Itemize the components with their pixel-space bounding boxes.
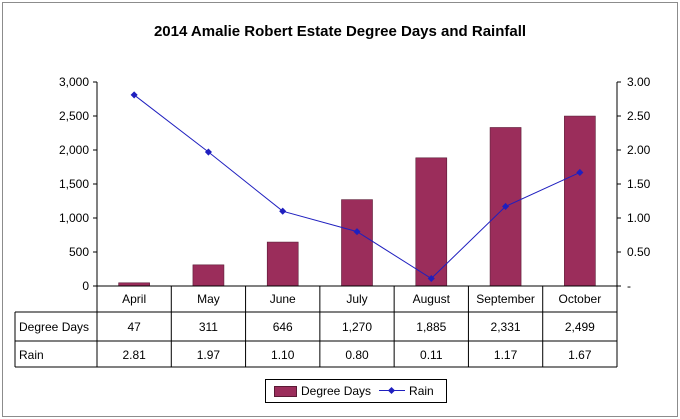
right-tick-label: 1.50 (627, 177, 651, 191)
rain-marker (502, 202, 510, 210)
left-tick-label: 3,000 (59, 75, 89, 89)
category-label: June (270, 292, 296, 306)
legend-label-rain: Rain (409, 384, 434, 398)
right-tick-label: 1.00 (627, 211, 651, 225)
rain-marker (353, 228, 361, 236)
table-cell-rain: 0.11 (420, 348, 443, 362)
category-label: May (197, 292, 220, 306)
rain-marker (279, 207, 287, 215)
category-label: April (122, 292, 146, 306)
left-tick-label: 0 (82, 279, 89, 293)
legend-label-degree-days: Degree Days (301, 384, 372, 398)
rain-marker (427, 274, 435, 283)
rain-marker (576, 168, 584, 176)
left-tick-label: 2,000 (59, 143, 89, 157)
bar-degree-days (564, 115, 596, 287)
category-label: August (413, 292, 451, 306)
table-cell-degree-days: 2,499 (565, 320, 595, 334)
table-row-label-rain: Rain (19, 348, 44, 362)
chart-title: 2014 Amalie Robert Estate Degree Days an… (153, 23, 527, 40)
legend-item-degree-days: Degree Days (274, 384, 371, 398)
left-tick-label: 500 (69, 245, 89, 259)
table-cell-rain: 0.80 (345, 348, 369, 362)
table-cell-rain: 1.97 (197, 348, 221, 362)
right-tick-label: 2.00 (627, 143, 651, 157)
left-tick-label: 2,500 (59, 109, 89, 123)
right-tick-label: 3.00 (627, 75, 651, 89)
table-cell-rain: 1.10 (271, 348, 295, 362)
right-tick-label: 2.50 (627, 109, 651, 123)
legend: Degree Days Rain (265, 379, 447, 403)
bar-degree-days (266, 241, 299, 287)
table-cell-degree-days: 1,270 (342, 320, 372, 334)
rain-marker (130, 91, 138, 99)
category-label: October (559, 292, 602, 306)
legend-bar-swatch-icon (274, 385, 297, 397)
table-cell-degree-days: 646 (273, 320, 293, 334)
category-label: July (346, 292, 367, 306)
category-label: September (476, 292, 535, 306)
left-tick-label: 1,000 (59, 211, 89, 225)
table-cell-degree-days: 1,885 (416, 320, 446, 334)
table-cell-degree-days: 47 (127, 320, 141, 334)
bar-degree-days (415, 157, 448, 287)
bar-degree-days (341, 199, 373, 287)
table-cell-degree-days: 2,331 (491, 320, 521, 334)
bar-degree-days (192, 264, 225, 287)
rain-marker (204, 148, 212, 156)
table-cell-degree-days: 311 (199, 320, 218, 334)
right-tick-label: 0.50 (627, 245, 651, 259)
left-tick-label: 1,500 (59, 177, 89, 191)
legend-item-rain: Rain (379, 384, 434, 398)
right-tick-label: - (627, 279, 631, 293)
table-cell-rain: 2.81 (122, 348, 146, 362)
table-cell-rain: 1.67 (568, 348, 592, 362)
table-cell-rain: 1.17 (494, 348, 518, 362)
table-row-label-degree-days: Degree Days (19, 320, 89, 334)
legend-line-marker-icon (379, 386, 406, 396)
